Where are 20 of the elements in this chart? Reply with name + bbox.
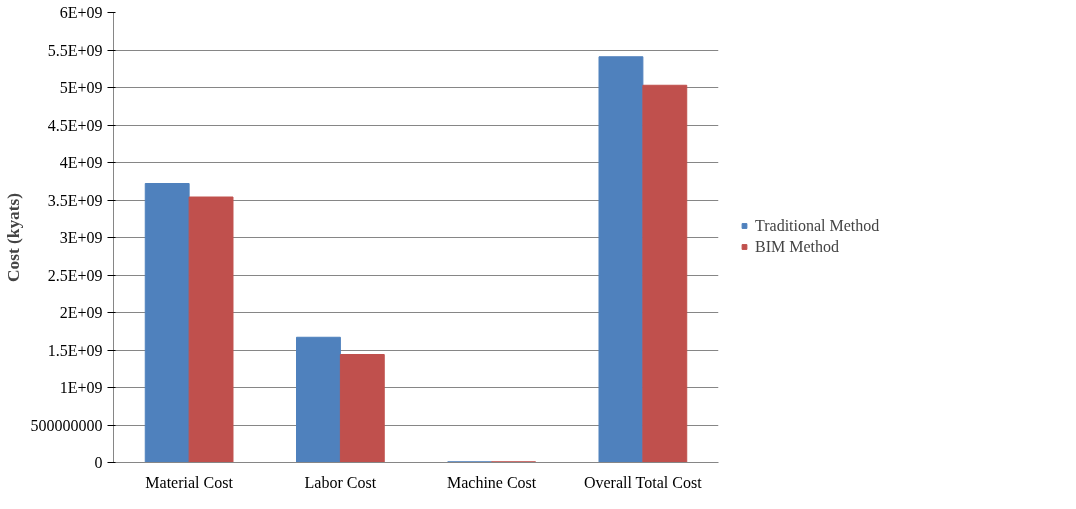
legend-label: Traditional Method [755,216,880,234]
x-tick-label: Labor Cost [304,473,377,491]
x-tick-label: Machine Cost [446,473,537,491]
y-tick-label: 0 [94,454,103,471]
y-tick-label: 5E+09 [59,79,103,96]
y-tick-label: 2.5E+09 [47,266,103,284]
legend-label: BIM Method [755,237,839,255]
y-tick-label: 500000000 [30,416,103,434]
y-tick-label: 5.5E+09 [47,41,103,59]
y-tick-label: 6E+09 [59,4,103,21]
y-axis-title: Cost (kyats) [3,192,23,283]
x-tick-label: Overall Total Cost [583,473,703,491]
y-tick-label: 4.5E+09 [47,116,103,134]
y-tick-label: 1E+09 [59,379,103,396]
y-tick-label: 1.5E+09 [47,341,103,359]
y-tick-label: 2E+09 [59,304,103,321]
y-tick-label: 3.5E+09 [47,191,103,209]
x-tick-label: Material Cost [145,473,234,491]
y-tick-label: 3E+09 [59,229,103,246]
y-tick-label: 4E+09 [59,154,103,171]
